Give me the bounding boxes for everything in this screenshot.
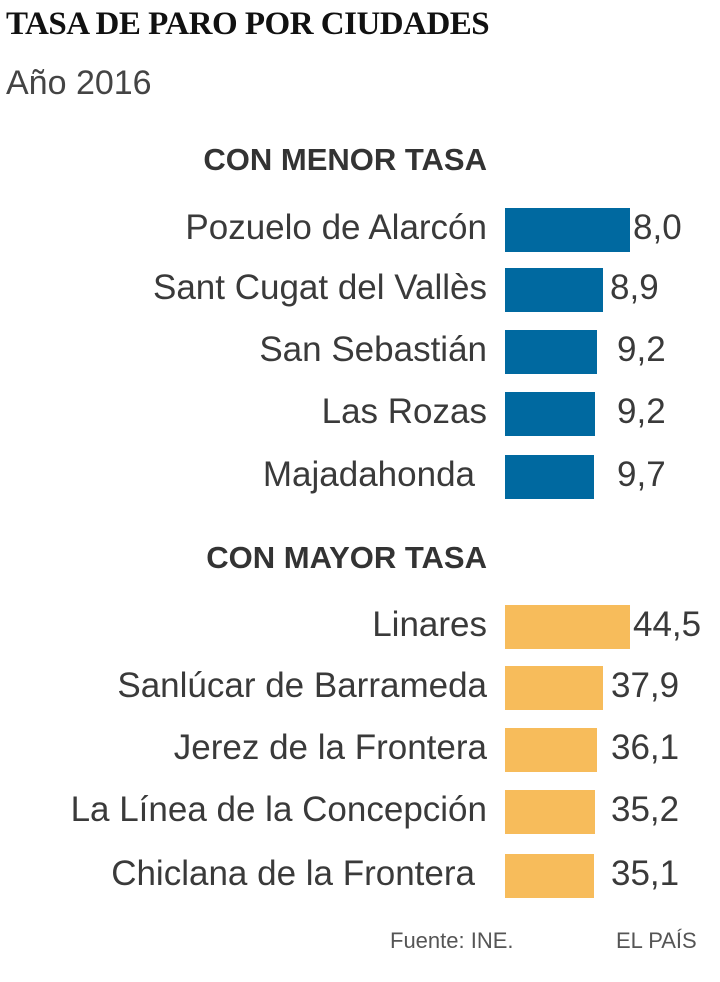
bar: [505, 605, 630, 649]
value-label: 36,1: [611, 728, 680, 767]
bar: [505, 268, 603, 312]
category-label: Chiclana de la Frontera: [111, 854, 475, 893]
category-label: Las Rozas: [321, 392, 487, 431]
chart-subtitle: Año 2016: [6, 64, 152, 102]
value-label: 8,0: [633, 208, 682, 247]
bar: [505, 392, 595, 436]
source-note: Fuente: INE.: [390, 928, 514, 953]
bar: [505, 330, 597, 374]
bar: [505, 208, 630, 252]
bar: [505, 790, 595, 834]
category-label: Pozuelo de Alarcón: [185, 208, 487, 247]
value-label: 35,1: [611, 854, 680, 893]
category-label: San Sebastián: [259, 330, 487, 369]
value-label: 44,5: [633, 605, 702, 644]
chart-title: TASA DE PARO POR CIUDADES: [6, 6, 490, 42]
credit: EL PAÍS: [616, 928, 697, 953]
bar: [505, 728, 597, 772]
value-label: 37,9: [611, 666, 680, 705]
value-label: 8,9: [610, 268, 659, 307]
value-label: 9,2: [617, 330, 666, 369]
category-label: Sanlúcar de Barrameda: [117, 666, 487, 705]
category-label: Majadahonda: [262, 455, 475, 494]
section-heading-highest: CON MAYOR TASA: [206, 540, 487, 575]
category-label: Sant Cugat del Vallès: [152, 268, 487, 307]
category-label: La Línea de la Concepción: [70, 790, 487, 829]
category-label: Jerez de la Frontera: [173, 728, 487, 767]
category-label: Linares: [372, 605, 487, 644]
bar: [505, 854, 594, 898]
bar: [505, 666, 603, 710]
section-heading-lowest: CON MENOR TASA: [203, 142, 487, 177]
value-label: 9,2: [617, 392, 666, 431]
bar: [505, 455, 594, 499]
value-label: 35,2: [611, 790, 680, 829]
value-label: 9,7: [617, 455, 666, 494]
